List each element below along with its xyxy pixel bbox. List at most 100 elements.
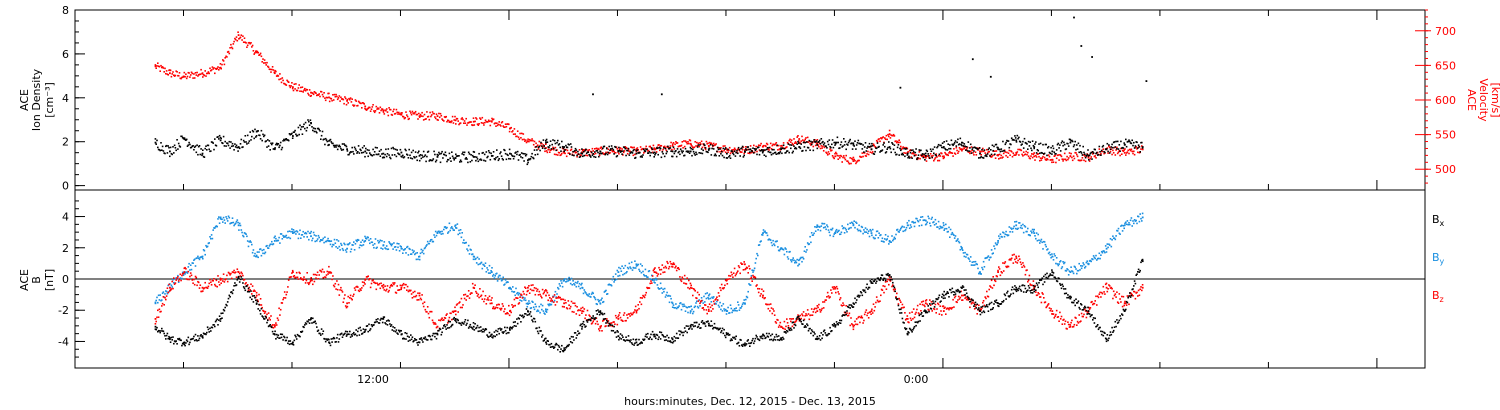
velocity-point	[279, 78, 282, 80]
density-point	[898, 154, 900, 156]
by-point	[581, 282, 583, 285]
density-point	[621, 153, 623, 155]
velocity-point	[546, 151, 549, 154]
bz-point	[552, 296, 554, 298]
by-point	[843, 232, 846, 234]
by-point	[1042, 248, 1044, 250]
density-point	[677, 151, 680, 154]
density-point	[1125, 138, 1127, 141]
by-point	[884, 238, 886, 240]
bz-point	[751, 280, 753, 282]
by-point	[312, 237, 314, 240]
velocity-point	[476, 123, 479, 125]
bz-point	[161, 305, 163, 307]
density-point	[810, 143, 813, 146]
density-point	[1120, 140, 1122, 143]
bz-point	[832, 288, 835, 290]
velocity-point	[585, 154, 587, 157]
velocity-point	[994, 157, 997, 159]
by-point	[964, 251, 966, 254]
bz-point	[681, 276, 684, 279]
density-point	[1112, 146, 1114, 149]
bz-point	[822, 307, 825, 309]
velocity-point	[1059, 154, 1061, 156]
velocity-point	[858, 159, 860, 162]
by-point	[973, 264, 976, 266]
bz-point	[886, 280, 888, 283]
by-point	[1100, 250, 1103, 253]
density-point	[1080, 152, 1083, 154]
density-point	[309, 119, 312, 121]
density-point	[425, 160, 427, 163]
velocity-point	[230, 43, 232, 46]
by-point	[902, 230, 904, 233]
density-point	[1055, 149, 1058, 151]
density-point	[486, 156, 488, 159]
density-point	[556, 141, 558, 144]
by-point	[1012, 227, 1015, 230]
density-point	[298, 133, 300, 136]
density-point	[441, 150, 443, 153]
density-point	[820, 138, 823, 140]
density-data-point	[888, 146, 891, 148]
density-outlier	[971, 58, 974, 61]
bz-point	[172, 287, 174, 290]
by-point	[588, 293, 590, 295]
bz-point	[742, 269, 745, 271]
by-point	[590, 296, 592, 298]
density-point	[164, 152, 166, 155]
by-point	[245, 233, 247, 235]
velocity-data-point	[169, 72, 171, 75]
bz-point	[453, 310, 455, 312]
velocity-point	[189, 76, 191, 78]
velocity-point	[186, 75, 189, 78]
bz-point	[193, 283, 196, 286]
density-point	[1122, 147, 1125, 149]
bz-point	[165, 295, 168, 297]
bz-point	[614, 314, 617, 317]
density-point	[1035, 141, 1037, 143]
by-point	[1018, 222, 1021, 224]
density-point	[675, 150, 677, 152]
velocity-point	[718, 147, 721, 149]
by-point	[1011, 231, 1014, 233]
bz-point	[577, 309, 580, 311]
density-point	[671, 155, 673, 158]
velocity-point	[398, 111, 400, 114]
bz-point	[529, 288, 532, 291]
density-point	[882, 144, 884, 146]
bz-point	[884, 281, 887, 283]
velocity-point	[519, 132, 521, 135]
bz-point	[504, 313, 507, 315]
bz-point	[520, 294, 523, 296]
density-point	[1050, 146, 1052, 149]
velocity-point	[234, 37, 236, 40]
density-point	[651, 148, 654, 151]
bz-point	[683, 274, 686, 277]
by-point	[1078, 262, 1080, 265]
velocity-point	[232, 43, 235, 45]
velocity-point	[216, 67, 218, 70]
density-point	[246, 134, 249, 137]
bz-point	[349, 294, 352, 297]
density-point	[403, 156, 406, 158]
velocity-point	[372, 104, 374, 106]
density-point	[259, 138, 262, 140]
density-point	[297, 126, 300, 129]
density-point	[197, 145, 200, 148]
by-point	[855, 222, 858, 224]
density-point	[887, 146, 889, 149]
density-point	[377, 153, 380, 155]
density-point	[475, 156, 478, 158]
density-point	[173, 152, 175, 154]
velocity-point	[1137, 151, 1139, 154]
density-point	[591, 154, 594, 157]
density-point	[263, 134, 266, 137]
by-point	[805, 251, 807, 253]
velocity-point	[172, 71, 174, 73]
density-point	[648, 151, 651, 153]
by-point	[205, 244, 207, 247]
velocity-point	[1089, 158, 1092, 160]
bz-point	[679, 276, 681, 278]
density-point	[513, 155, 516, 158]
